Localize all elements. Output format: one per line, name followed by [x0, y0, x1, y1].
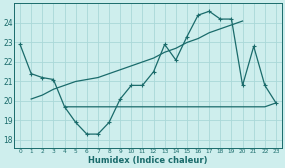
X-axis label: Humidex (Indice chaleur): Humidex (Indice chaleur): [88, 156, 208, 164]
